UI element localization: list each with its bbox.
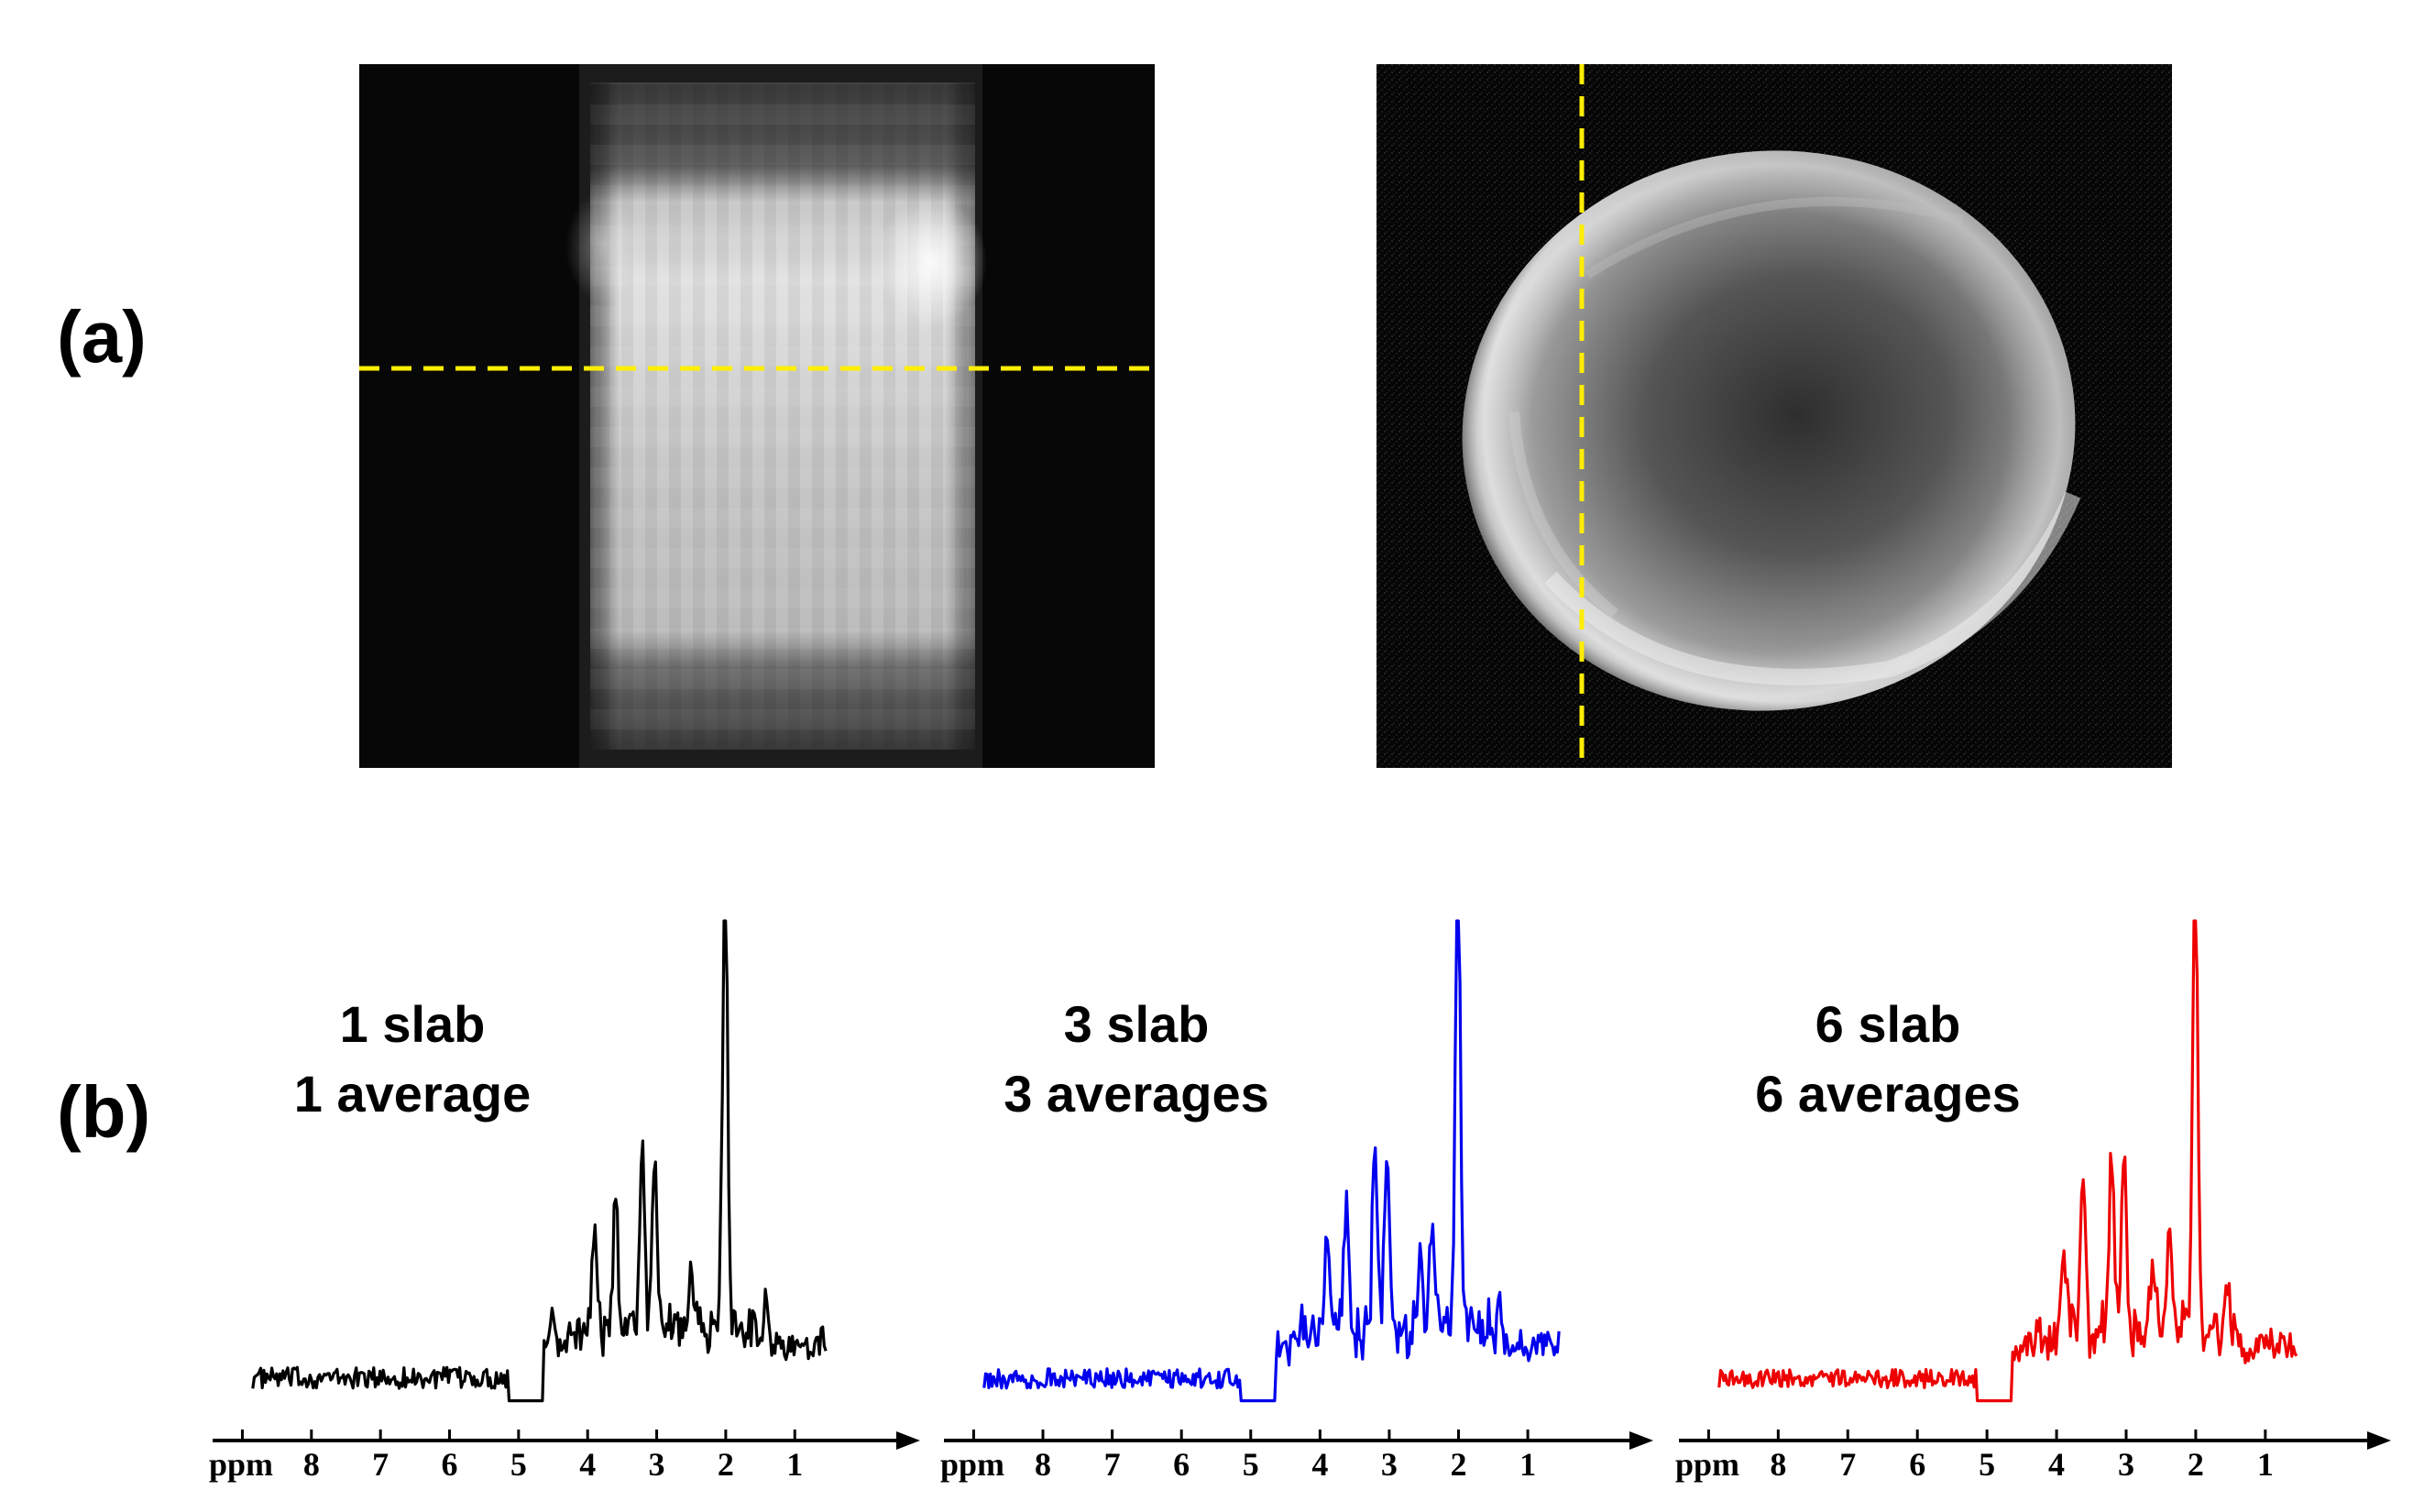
panel-a-label: (a): [57, 296, 147, 378]
axis-tick-label: 2: [2188, 1446, 2204, 1483]
axis-tick-label: 6: [442, 1446, 458, 1483]
axis-tick-label: 4: [1311, 1446, 1328, 1483]
axis-tick-label: 2: [1451, 1446, 1467, 1483]
axis-tick-label: 6: [1909, 1446, 1925, 1483]
spectrum-2-axis: ppm 8 7 6 5 4 3 2 1: [940, 1430, 1653, 1483]
axis-tick-label: 4: [579, 1446, 596, 1483]
axis-tick-label: 3: [1381, 1446, 1398, 1483]
axis-tick-label: 1: [786, 1446, 803, 1483]
axis-tick-label: 6: [1173, 1446, 1190, 1483]
axis-arrow-icon: [1629, 1431, 1653, 1450]
spectrum-1-title: 1 slab 1 average: [211, 990, 614, 1129]
axis-tick-label: 7: [1839, 1446, 1856, 1483]
spectrum-1-slab-label: 1 slab: [339, 995, 486, 1053]
spectrum-3-axis: ppm 8 7 6 5 4 3 2 1: [1675, 1430, 2391, 1483]
spectrum-3-title: 6 slab 6 averages: [1686, 990, 2089, 1129]
axis-tick-label: 5: [1979, 1446, 1995, 1483]
axis-tick-label: 8: [1770, 1446, 1786, 1483]
axis-tick-label: 5: [510, 1446, 527, 1483]
spectrum-1-average-label: 1 average: [293, 1065, 532, 1123]
axis-tick-label: 2: [718, 1446, 734, 1483]
spectrum-2-title: 3 slab 3 averages: [935, 990, 1338, 1129]
axis-tick-label: 5: [1243, 1446, 1259, 1483]
axis-tick-label: 4: [2048, 1446, 2065, 1483]
axis-tick-label: 1: [1519, 1446, 1536, 1483]
spectrum-3-slab-label: 6 slab: [1815, 995, 1961, 1053]
ppm-unit-label: ppm: [1675, 1446, 1739, 1483]
axis-arrow-icon: [2367, 1431, 2391, 1450]
spectrum-1-axis: ppm 8 7 6 5 4 3 2 1: [209, 1430, 920, 1483]
axis-tick-label: 8: [1035, 1446, 1051, 1483]
axis-tick-label: 8: [303, 1446, 320, 1483]
axis-tick-label: 7: [1104, 1446, 1121, 1483]
axis-tick-label: 3: [649, 1446, 665, 1483]
spectrum-2-slab-label: 3 slab: [1063, 995, 1210, 1053]
axis-tick-label: 7: [372, 1446, 389, 1483]
ppm-unit-label: ppm: [209, 1446, 273, 1483]
spectrum-3-average-label: 6 averages: [1755, 1065, 2021, 1123]
spectrum-2-average-label: 3 averages: [1004, 1065, 1269, 1123]
ppm-unit-label: ppm: [940, 1446, 1004, 1483]
axis-tick-label: 1: [2257, 1446, 2274, 1483]
axial-scan-image: [1377, 64, 2172, 768]
axis-tick-label: 3: [2118, 1446, 2134, 1483]
panel-b-label: (b): [57, 1071, 151, 1153]
sagittal-scan-image: [359, 64, 1155, 768]
axis-arrow-icon: [896, 1431, 920, 1450]
